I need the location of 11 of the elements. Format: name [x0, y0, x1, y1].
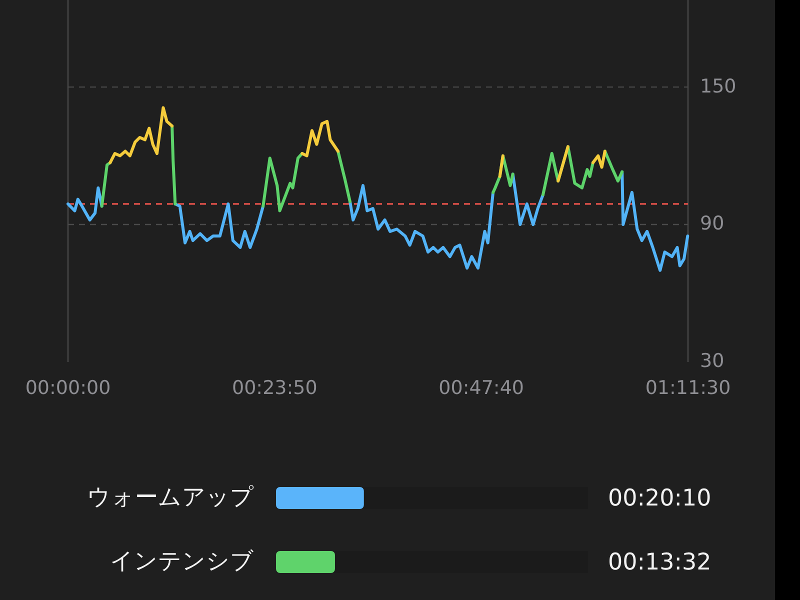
- y-tick-label: 30: [700, 350, 724, 372]
- data-label: 00:13:32: [608, 549, 712, 576]
- x-tick-label: 01:11:30: [645, 377, 731, 399]
- x-tick-label: 00:00:00: [25, 377, 111, 399]
- y-tick-label: 90: [700, 212, 724, 235]
- x-tick-label: 00:23:50: [232, 377, 318, 399]
- y-tick-label: 150: [700, 75, 736, 98]
- y-tick-label: インテンシブ: [110, 548, 254, 574]
- x-tick-label: 00:47:40: [438, 377, 524, 399]
- y-tick-label: ウォームアップ: [87, 484, 254, 510]
- data-label: 00:20:10: [608, 485, 712, 512]
